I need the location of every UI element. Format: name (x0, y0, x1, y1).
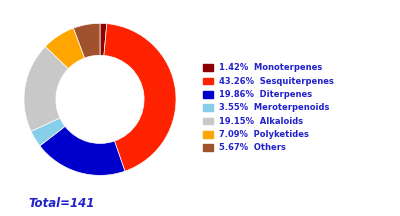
Wedge shape (45, 28, 85, 69)
Wedge shape (74, 23, 100, 58)
Text: Total=141: Total=141 (29, 197, 95, 210)
Wedge shape (100, 23, 107, 56)
Wedge shape (40, 126, 125, 175)
Wedge shape (31, 118, 65, 146)
Legend: 1.42%  Monoterpenes, 43.26%  Sesquiterpenes, 19.86%  Diterpenes, 3.55%  Meroterp: 1.42% Monoterpenes, 43.26% Sesquiterpene… (201, 62, 336, 154)
Wedge shape (104, 24, 176, 171)
Wedge shape (24, 46, 68, 131)
